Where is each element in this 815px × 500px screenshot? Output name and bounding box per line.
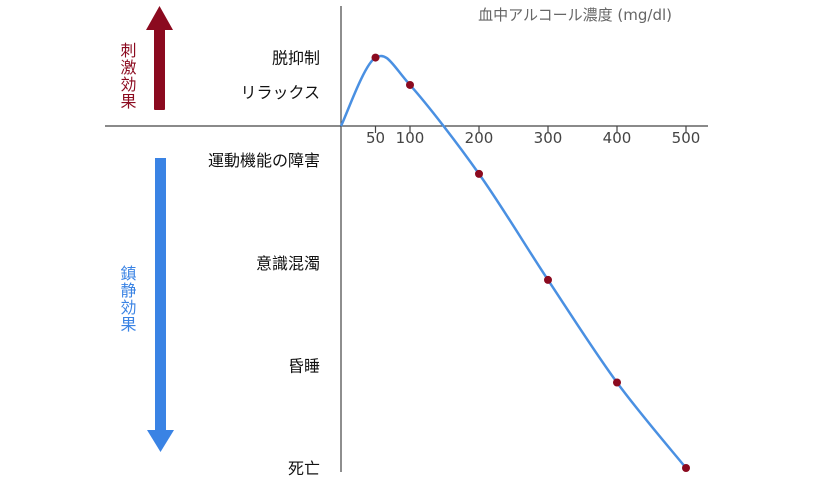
y-level-label: 昏睡 <box>288 356 320 375</box>
x-axis-title: 血中アルコール濃度 (mg/dl) <box>478 6 672 24</box>
sedation-arrow <box>147 158 174 452</box>
data-point <box>682 464 690 472</box>
sedation-label: 鎮静効果 <box>118 265 137 333</box>
data-point <box>475 169 483 178</box>
data-point <box>544 275 552 284</box>
x-tick-label: 500 <box>672 129 701 147</box>
data-point <box>406 80 414 89</box>
y-level-label: 脱抑制 <box>272 49 320 68</box>
x-tick-label: 100 <box>396 129 425 147</box>
y-level-label: リラックス <box>240 83 320 102</box>
x-tick-label: 400 <box>603 129 632 147</box>
data-point <box>371 53 380 62</box>
effect-curve <box>339 54 687 469</box>
y-level-label: 運動機能の障害 <box>208 151 320 170</box>
x-tick-label: 200 <box>465 129 494 147</box>
data-point <box>613 378 621 387</box>
stimulation-arrow <box>146 6 173 110</box>
y-level-label: 意識混濁 <box>256 254 320 273</box>
stimulation-label: 刺激効果 <box>118 42 137 110</box>
x-ticks: 50 100 200 300 400 500 <box>366 126 700 147</box>
x-tick-label: 300 <box>534 129 563 147</box>
y-level-label: 死亡 <box>288 459 320 478</box>
data-markers <box>371 53 690 472</box>
x-tick-label: 50 <box>366 129 385 147</box>
